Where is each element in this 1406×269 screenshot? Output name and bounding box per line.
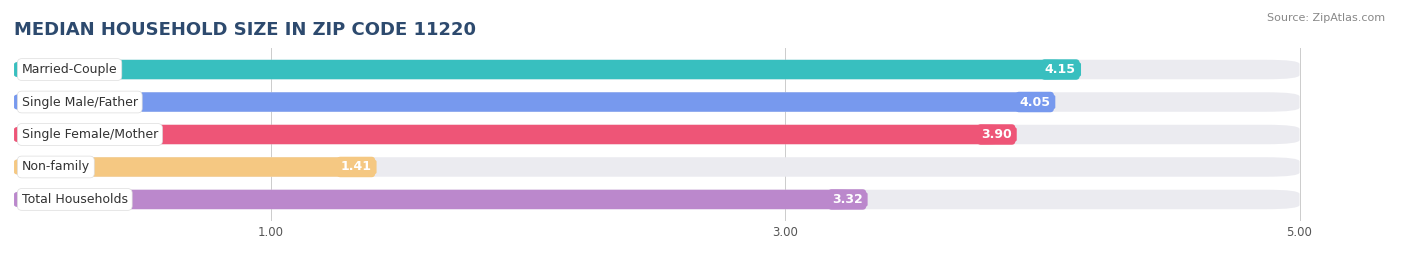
Text: Married-Couple: Married-Couple (21, 63, 117, 76)
Text: Total Households: Total Households (21, 193, 128, 206)
Text: Non-family: Non-family (21, 161, 90, 174)
FancyBboxPatch shape (14, 190, 1299, 209)
Text: MEDIAN HOUSEHOLD SIZE IN ZIP CODE 11220: MEDIAN HOUSEHOLD SIZE IN ZIP CODE 11220 (14, 20, 477, 38)
Text: Single Male/Father: Single Male/Father (21, 95, 138, 108)
Text: 4.15: 4.15 (1045, 63, 1076, 76)
FancyBboxPatch shape (14, 157, 1299, 177)
Text: Source: ZipAtlas.com: Source: ZipAtlas.com (1267, 13, 1385, 23)
FancyBboxPatch shape (14, 60, 1081, 79)
Text: 1.41: 1.41 (340, 161, 371, 174)
FancyBboxPatch shape (14, 125, 1017, 144)
FancyBboxPatch shape (14, 190, 868, 209)
FancyBboxPatch shape (14, 92, 1299, 112)
FancyBboxPatch shape (14, 157, 377, 177)
FancyBboxPatch shape (14, 60, 1299, 79)
Text: Single Female/Mother: Single Female/Mother (21, 128, 157, 141)
FancyBboxPatch shape (14, 125, 1299, 144)
Text: 4.05: 4.05 (1019, 95, 1050, 108)
FancyBboxPatch shape (14, 92, 1056, 112)
Text: 3.32: 3.32 (832, 193, 862, 206)
Text: 3.90: 3.90 (981, 128, 1011, 141)
